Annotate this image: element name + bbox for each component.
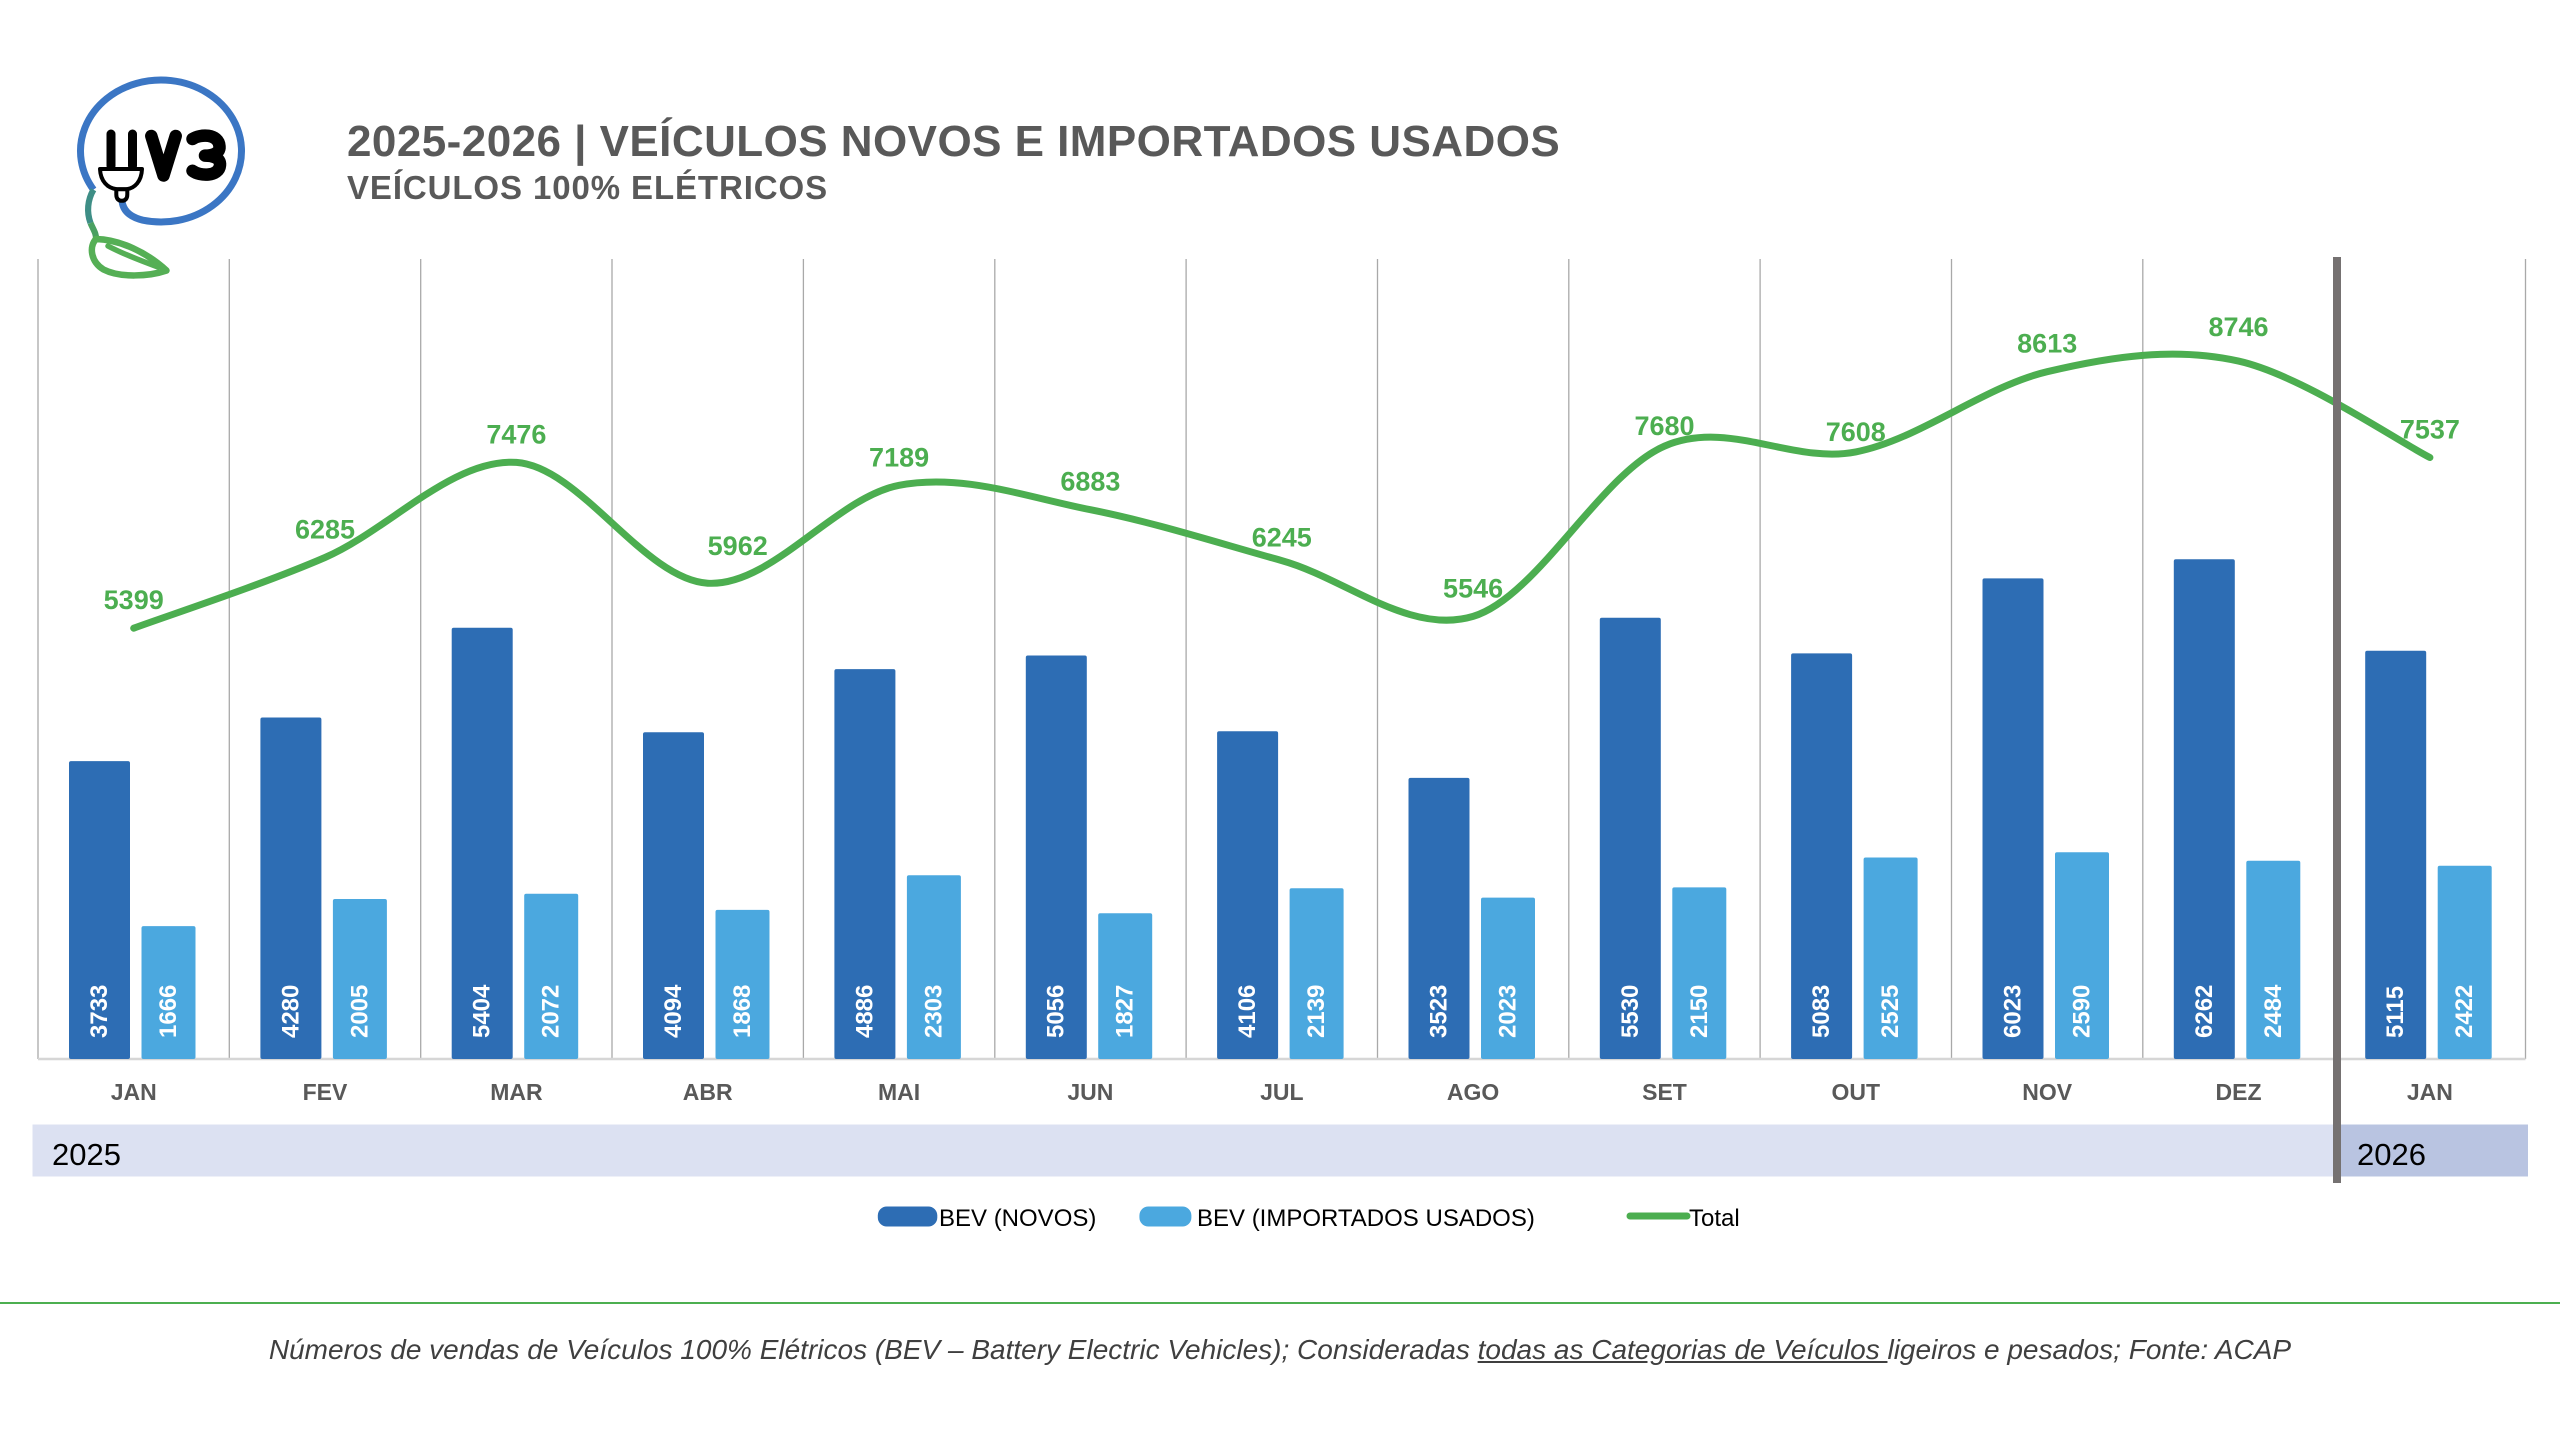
svg-text:5546: 5546	[1443, 573, 1503, 603]
svg-text:JAN: JAN	[111, 1079, 157, 1105]
svg-text:2026: 2026	[2357, 1137, 2426, 1172]
svg-text:6245: 6245	[1252, 523, 1312, 553]
svg-text:8746: 8746	[2208, 312, 2268, 342]
svg-text:6262: 6262	[2191, 985, 2218, 1038]
svg-text:Total: Total	[1689, 1205, 1740, 1232]
svg-text:6285: 6285	[295, 515, 355, 545]
svg-text:MAI: MAI	[878, 1079, 920, 1105]
svg-text:2590: 2590	[2069, 985, 2096, 1038]
svg-text:2484: 2484	[2260, 984, 2287, 1038]
svg-text:2025: 2025	[52, 1137, 121, 1172]
svg-text:5962: 5962	[708, 531, 768, 561]
svg-text:ABR: ABR	[683, 1079, 733, 1105]
svg-text:7537: 7537	[2400, 415, 2460, 445]
svg-text:AGO: AGO	[1447, 1079, 1499, 1105]
svg-text:8613: 8613	[2017, 329, 2077, 359]
svg-text:MAR: MAR	[490, 1079, 543, 1105]
svg-text:BEV (NOVOS): BEV (NOVOS)	[939, 1205, 1096, 1232]
svg-text:JUN: JUN	[1067, 1079, 1113, 1105]
svg-text:2525: 2525	[1877, 985, 1904, 1038]
svg-text:2023: 2023	[1495, 985, 1522, 1038]
svg-text:7189: 7189	[869, 442, 929, 472]
svg-text:BEV (IMPORTADOS USADOS): BEV (IMPORTADOS USADOS)	[1197, 1205, 1535, 1232]
svg-text:NOV: NOV	[2022, 1079, 2073, 1105]
svg-text:JAN: JAN	[2407, 1079, 2453, 1105]
svg-text:5056: 5056	[1043, 985, 1070, 1038]
svg-text:4106: 4106	[1234, 985, 1261, 1038]
svg-text:SET: SET	[1642, 1079, 1687, 1105]
svg-text:OUT: OUT	[1832, 1079, 1881, 1105]
svg-text:3523: 3523	[1426, 985, 1453, 1038]
svg-text:6883: 6883	[1060, 467, 1120, 497]
svg-text:2139: 2139	[1303, 985, 1330, 1038]
svg-text:7476: 7476	[486, 419, 546, 449]
svg-text:1827: 1827	[1112, 985, 1139, 1038]
svg-text:5404: 5404	[469, 984, 496, 1038]
svg-text:7608: 7608	[1826, 417, 1886, 447]
svg-text:JUL: JUL	[1260, 1079, 1303, 1105]
svg-text:2005: 2005	[346, 985, 373, 1038]
svg-text:1868: 1868	[729, 985, 756, 1038]
svg-text:5399: 5399	[104, 585, 164, 615]
svg-text:4094: 4094	[660, 984, 687, 1038]
svg-text:FEV: FEV	[303, 1079, 348, 1105]
svg-text:3733: 3733	[86, 985, 113, 1038]
svg-text:7680: 7680	[1634, 411, 1694, 441]
svg-text:1666: 1666	[155, 985, 182, 1038]
svg-text:6023: 6023	[2000, 985, 2027, 1038]
svg-text:4886: 4886	[851, 985, 878, 1038]
svg-text:4280: 4280	[277, 985, 304, 1038]
svg-text:2422: 2422	[2451, 985, 2478, 1038]
svg-text:2303: 2303	[920, 985, 947, 1038]
svg-text:2072: 2072	[538, 985, 565, 1038]
svg-text:5115: 5115	[2382, 986, 2409, 1038]
svg-text:5083: 5083	[1808, 985, 1835, 1038]
svg-text:DEZ: DEZ	[2216, 1079, 2262, 1105]
svg-text:5530: 5530	[1617, 985, 1644, 1038]
svg-text:2150: 2150	[1686, 985, 1713, 1038]
